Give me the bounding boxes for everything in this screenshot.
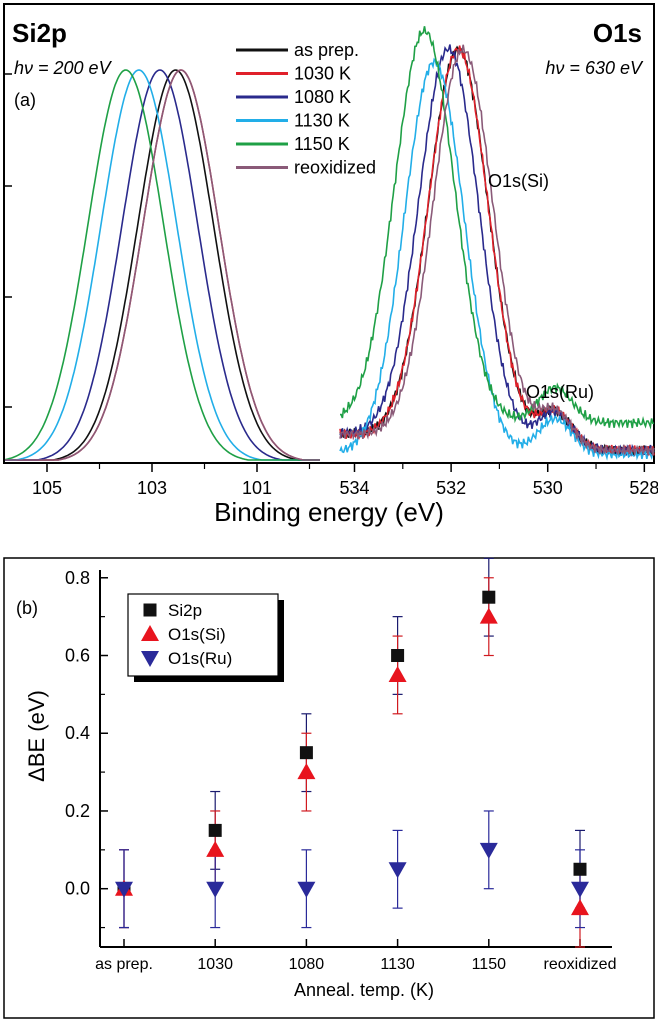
- legend-entry: reoxidized: [294, 158, 376, 178]
- panel-a-label: (a): [14, 90, 36, 110]
- data-point-o1s-ru-: [206, 881, 225, 898]
- data-point-o1s-si-: [479, 607, 498, 624]
- x-tick-label: reoxidized: [544, 956, 617, 973]
- data-point-o1s-ru-: [115, 881, 133, 898]
- legend-entry: 1080 K: [294, 87, 351, 107]
- panel-b: (b) 0.0 0.2 0.4 0.6 0.8 as prep. 1030 1080 1130 1…: [3, 557, 655, 1019]
- o1s-x-ticks: 534 532 530 528: [339, 463, 658, 498]
- x-tick-label: 528: [629, 478, 658, 498]
- panel-b-plot: 0.0 0.2 0.4 0.6 0.8 as prep. 1030 1080 1130 1150 r…: [65, 557, 617, 973]
- si2p-title: Si2p: [12, 18, 67, 48]
- data-point-si2p: [299, 746, 313, 760]
- legend-entry: 1150 K: [294, 134, 350, 154]
- spectrum-curve-5: [339, 44, 655, 457]
- data-point-o1s-ru-: [479, 842, 498, 859]
- x-tick-label: 1030: [197, 956, 233, 973]
- x-tick-label: 1150: [472, 956, 507, 973]
- annotation-o1s-ru: O1s(Ru): [526, 382, 594, 402]
- legend-a: as prep. 1030 K 1080 K 1130 K 1150 K reoxidiz…: [236, 40, 376, 178]
- spectrum-curve-4: [4, 69, 320, 461]
- spectrum-curve-2: [5, 69, 320, 461]
- spectrum-curve-3: [339, 57, 655, 461]
- x-tick-label: 1130: [380, 956, 415, 973]
- panel-a-frame: [3, 3, 655, 464]
- data-point-si2p: [573, 862, 587, 876]
- y-tick-label: 0.6: [65, 646, 90, 666]
- y-tick-label: 0.0: [65, 879, 90, 899]
- si2p-photon-energy: hν = 200 eV: [14, 58, 113, 78]
- o1s-photon-energy: hν = 630 eV: [545, 58, 644, 78]
- legend-marker: [141, 651, 159, 667]
- panel-b-xlabel: Anneal. temp. (K): [294, 980, 434, 1000]
- data-point-o1s-si-: [297, 763, 316, 780]
- x-tick-label: 1080: [289, 956, 325, 973]
- data-point-si2p: [482, 590, 496, 604]
- legend-marker: [141, 625, 159, 641]
- legend-entry: 1030 K: [294, 64, 351, 84]
- legend-entry: O1s(Si): [168, 625, 226, 644]
- legend-marker: [143, 603, 157, 617]
- x-tick-label: 532: [436, 478, 466, 498]
- o1s-curves: [339, 26, 655, 461]
- x-tick-label: 530: [533, 478, 563, 498]
- data-point-o1s-ru-: [297, 881, 316, 898]
- panel-b-ylabel: ΔBE (eV): [24, 690, 49, 782]
- panel-a: (a) Si2p hν = 200 eV O1s hν = 630 eV 105…: [3, 3, 658, 527]
- x-tick-label: 105: [32, 478, 62, 498]
- x-tick-label: 534: [339, 478, 369, 498]
- data-point-si2p: [391, 649, 405, 663]
- y-tick-label: 0.8: [65, 568, 90, 588]
- data-point-o1s-ru-: [571, 881, 589, 898]
- panel-b-outer-frame: [3, 557, 655, 1019]
- panel-b-label: (b): [16, 598, 38, 618]
- data-point-si2p: [208, 823, 222, 837]
- y-tick-label: 0.2: [65, 801, 90, 821]
- y-tick-label: 0.4: [65, 723, 90, 743]
- x-tick-label: as prep.: [95, 956, 153, 973]
- data-point-o1s-si-: [571, 899, 589, 916]
- panel-a-xlabel: Binding energy (eV): [214, 497, 444, 527]
- data-point-o1s-ru-: [388, 862, 407, 879]
- data-point-o1s-si-: [206, 840, 225, 857]
- data-point-o1s-si-: [388, 665, 407, 682]
- x-tick-label: 101: [242, 478, 272, 498]
- legend-entry: 1130 K: [294, 111, 350, 131]
- si2p-curves: [4, 69, 320, 461]
- legend-entry: O1s(Ru): [168, 649, 232, 668]
- annotation-o1s-si: O1s(Si): [488, 171, 549, 191]
- spectrum-curve-5: [5, 69, 320, 461]
- x-tick-label: 103: [137, 478, 167, 498]
- spectrum-curve-4: [340, 26, 655, 430]
- o1s-title: O1s: [593, 18, 642, 48]
- si2p-x-ticks: 105 103 101: [32, 463, 311, 498]
- legend-entry: Si2p: [168, 601, 202, 620]
- spectrum-curve-0: [5, 69, 320, 461]
- legend-entry: as prep.: [294, 40, 359, 60]
